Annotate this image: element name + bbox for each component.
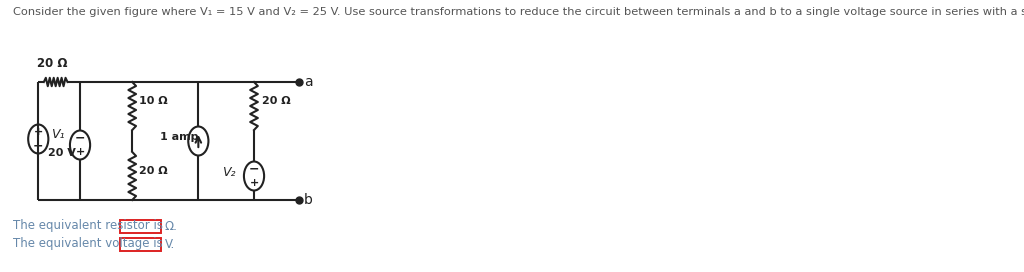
Text: +: +: [76, 147, 85, 157]
Text: +: +: [250, 178, 259, 188]
Text: 20 V: 20 V: [48, 148, 76, 158]
Text: Consider the given figure where V₁ = 15 V and V₂ = 25 V. Use source transformati: Consider the given figure where V₁ = 15 …: [12, 7, 1024, 17]
Text: 10 Ω: 10 Ω: [139, 96, 168, 106]
FancyBboxPatch shape: [120, 220, 162, 233]
Text: +: +: [34, 127, 43, 137]
Text: 20 Ω: 20 Ω: [37, 57, 68, 70]
Text: V₁: V₁: [51, 128, 65, 141]
Text: 20 Ω: 20 Ω: [139, 166, 168, 176]
Text: The equivalent voltage is: The equivalent voltage is: [12, 237, 162, 251]
Text: V₂: V₂: [222, 165, 236, 178]
Text: Ω.: Ω.: [165, 220, 178, 233]
Text: a: a: [304, 75, 312, 89]
Text: The equivalent resistor is: The equivalent resistor is: [12, 220, 163, 233]
Text: V.: V.: [165, 237, 175, 251]
Text: −: −: [75, 132, 85, 144]
Text: 20 Ω: 20 Ω: [262, 96, 290, 106]
Text: −: −: [249, 163, 259, 175]
FancyBboxPatch shape: [120, 237, 162, 251]
Text: 1 amp: 1 amp: [160, 132, 198, 142]
Text: b: b: [304, 193, 313, 207]
Text: −: −: [33, 140, 44, 153]
